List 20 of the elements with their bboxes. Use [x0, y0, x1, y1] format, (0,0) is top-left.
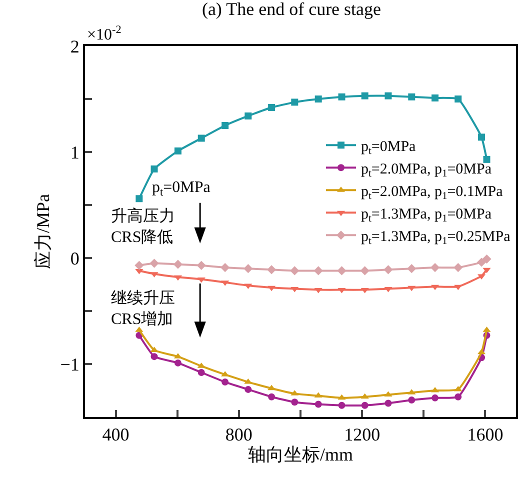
legend-label: p$_{t}$=1.3MPa, p$_{1}$=0.25MPa — [361, 229, 511, 248]
x-tick-label: 400 — [102, 424, 130, 445]
y-axis-title: 应力/MPa — [32, 194, 53, 270]
annotation: 继续升压 CRS增加 — [111, 289, 175, 328]
y-tick-label: 0 — [70, 248, 80, 268]
annotation: 升高压力 CRS降低 — [111, 207, 175, 246]
legend-label: p$_{t}$=2.0MPa, p$_{1}$=0MPa — [361, 162, 492, 180]
legend-label: p$_{t}$=1.3MPa, p$_{1}$=0MPa — [361, 206, 492, 225]
annotation: p$_{t}$=0MPa — [152, 179, 210, 198]
x-tick-label: 800 — [225, 424, 252, 445]
y-tick-label: 2 — [70, 36, 80, 56]
text: ×10$^{-2}$ — [87, 24, 122, 44]
y-tick-label: 1 — [70, 142, 80, 162]
x-axis-title: 轴向坐标/mm — [248, 444, 354, 465]
legend-label: p$_{t}$=0MPa — [361, 139, 416, 158]
legend-label: p$_{t}$=2.0MPa, p$_{1}$=0.1MPa — [361, 184, 504, 202]
y-tick-label: −1 — [60, 354, 80, 374]
x-tick-label: 1600 — [467, 424, 504, 445]
chart-title: (a) The end of cure stage — [202, 0, 382, 20]
x-tick-label: 1200 — [344, 424, 380, 445]
